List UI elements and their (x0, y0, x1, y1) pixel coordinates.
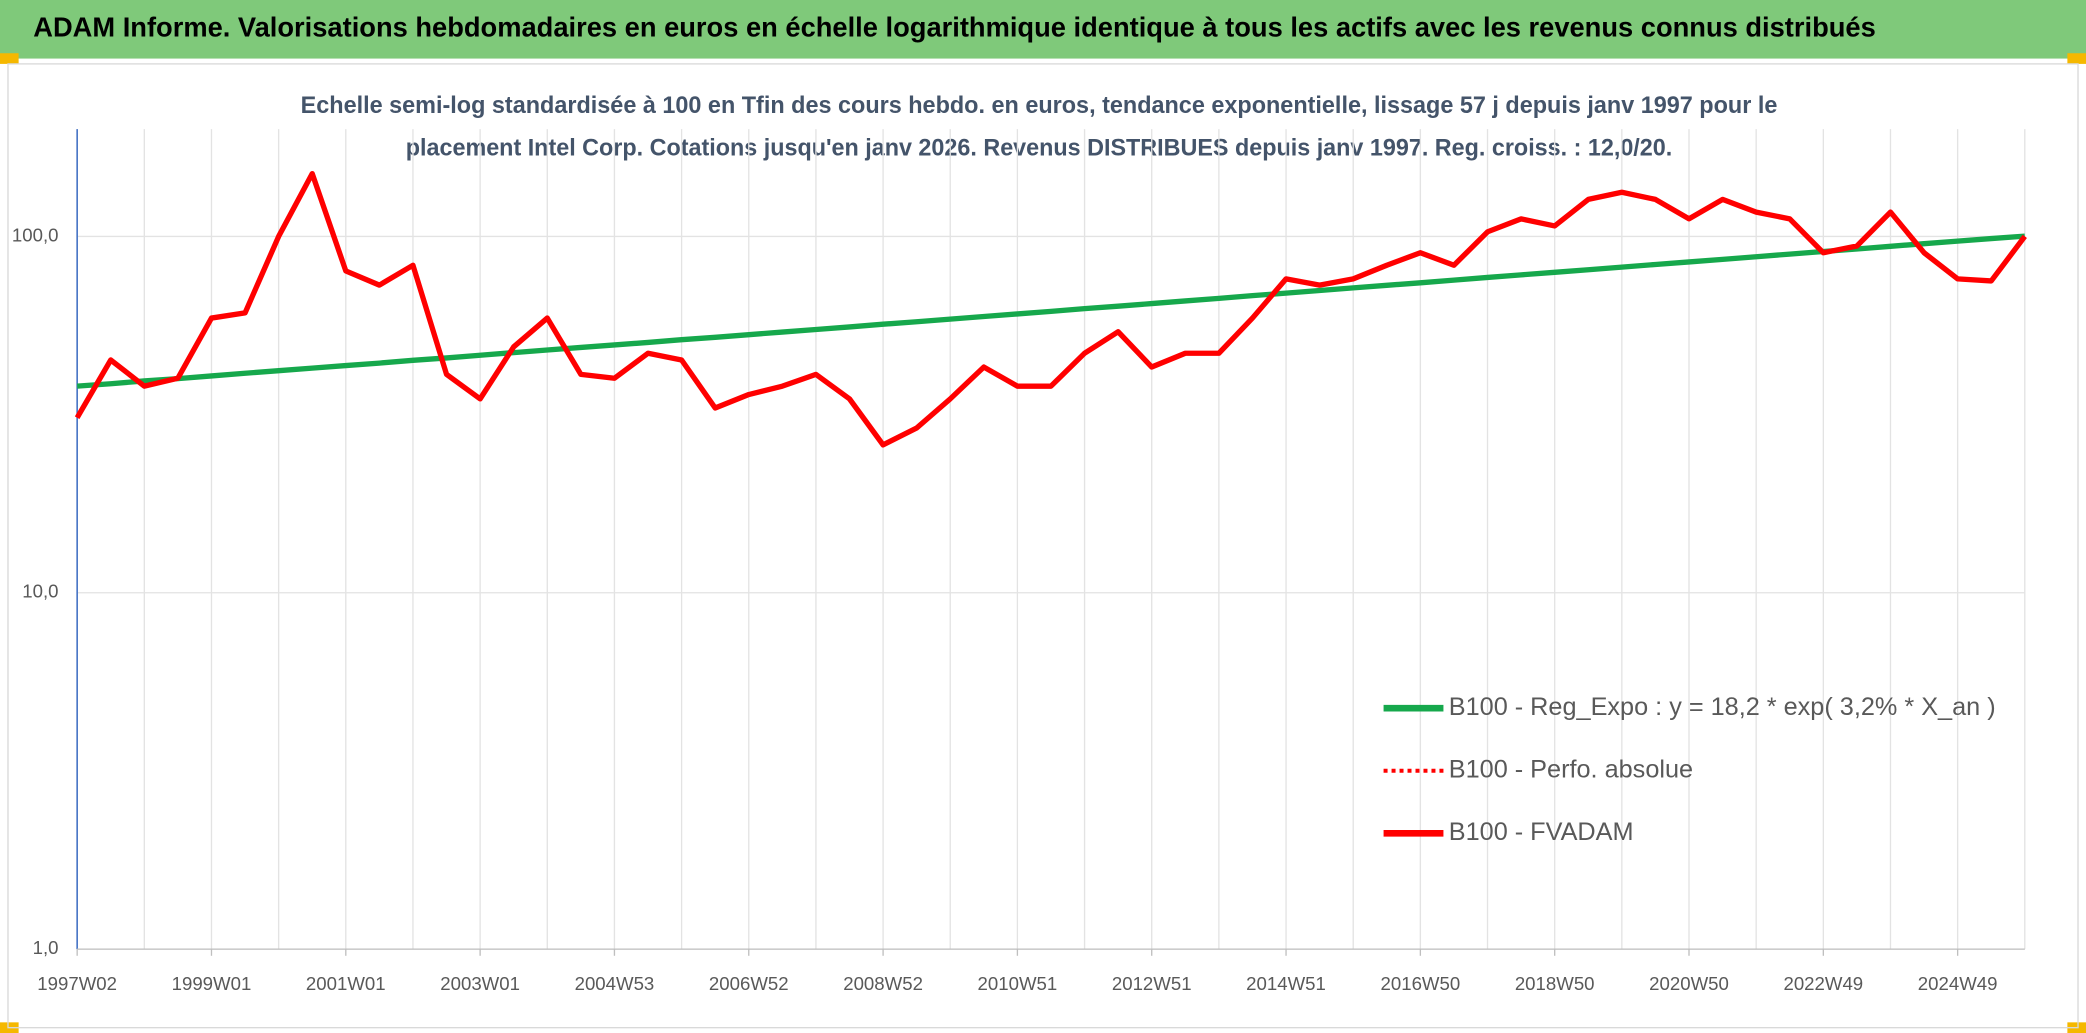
series-line (76, 233, 2026, 389)
x-tick-label: 2001W01 (306, 973, 386, 994)
legend-label: B100 - Perfo. absolue (1449, 755, 1693, 783)
header-title: ADAM Informe. Valorisations hebdomadaire… (33, 12, 1876, 43)
x-tick-label: 2016W50 (1381, 973, 1461, 994)
corner (0, 53, 19, 64)
x-tick-label: 2024W49 (1918, 973, 1998, 994)
subtitle: placement Intel Corp. Cotations jusqu'en… (406, 134, 1673, 161)
x-tick-label: 2006W52 (709, 973, 789, 994)
y-tick-label: 1,0 (33, 937, 59, 958)
x-tick-label: 2008W52 (843, 973, 923, 994)
legend-label: B100 - Reg_Expo : y = 18,2 * exp( 3,2% *… (1449, 693, 1996, 721)
x-tick-label: 2012W51 (1112, 973, 1192, 994)
series-line (74, 170, 2027, 448)
x-tick-label: 2020W50 (1649, 973, 1729, 994)
corner (2067, 53, 2086, 64)
x-tick-label: 2014W51 (1246, 973, 1326, 994)
x-tick-label: 2018W50 (1515, 973, 1595, 994)
y-tick-label: 10,0 (22, 581, 58, 602)
x-tick-label: 2010W51 (978, 973, 1058, 994)
x-tick-label: 1997W02 (37, 973, 117, 994)
legend-label: B100 - FVADAM (1449, 818, 1634, 846)
x-tick-label: 2022W49 (1783, 973, 1863, 994)
x-tick-label: 2004W53 (575, 973, 655, 994)
y-tick-label: 100,0 (12, 224, 59, 245)
x-tick-label: 1999W01 (172, 973, 252, 994)
x-tick-label: 2003W01 (440, 973, 520, 994)
header-bar (0, 0, 2086, 59)
frame (7, 63, 2079, 1029)
subtitle: Echelle semi-log standardisée à 100 en T… (301, 92, 1778, 119)
